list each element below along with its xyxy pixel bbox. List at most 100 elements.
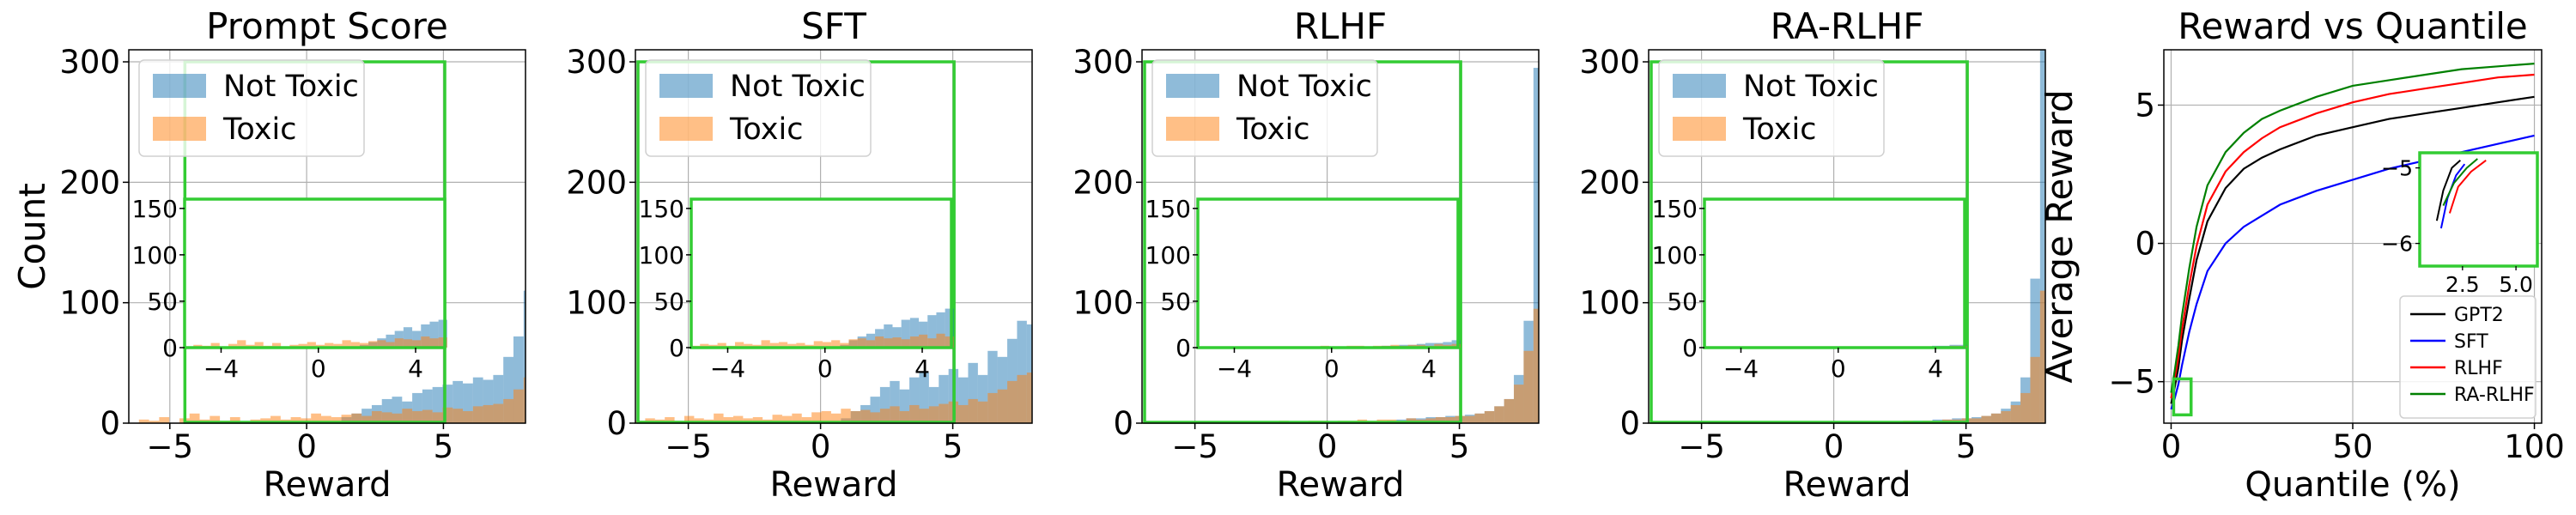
bar-toxic [1504,398,1515,423]
y-tick-label: 200 [1579,164,1640,201]
inset-bar-toxic [254,342,264,348]
inset-frame [2418,151,2539,268]
bar-toxic [402,409,413,423]
inset-y-tick-label: 50 [147,288,178,316]
bar-not-toxic [392,397,403,423]
bar-not-toxic [432,386,443,423]
inset: −4 0 4 0 50 100 150 [132,195,447,383]
x-axis-label: Quantile (%) [2245,465,2460,505]
inset: −4 0 4 0 50 100 150 [1145,195,1461,383]
inset-bar-not-toxic [386,334,395,348]
bar-toxic [860,409,871,423]
y-tick-label: 300 [1072,44,1133,81]
bar-toxic [1425,418,1436,423]
bar-not-toxic [442,385,453,423]
bar-toxic [149,421,160,423]
bar-not-toxic [2039,50,2045,423]
bar-not-toxic [493,374,504,423]
bar-toxic [870,412,880,423]
bar-toxic [1971,418,1982,423]
bar-not-toxic [513,336,524,423]
axes-frame [1648,49,2046,424]
bar-toxic [432,412,443,423]
bar-not-toxic [453,380,464,423]
x-axis-label: Reward [264,465,392,505]
inset-bar-toxic [744,343,753,348]
x-axis-label: Reward [770,465,898,505]
inset-frame [1196,197,1460,349]
inset-bar-not-toxic [927,315,937,348]
bar-toxic [2039,290,2045,423]
bar-toxic [939,403,949,423]
inset-bar-not-toxic [909,318,920,348]
legend-swatch-not-toxic [659,74,713,98]
inset-bar-toxic [778,342,788,348]
inset-background [2420,153,2537,266]
inset-bar-not-toxic [901,319,910,348]
y-tick-label: 100 [566,285,627,322]
bar-toxic [1514,385,1524,423]
bar-toxic [331,416,342,423]
y-tick-label: 0 [2135,226,2155,263]
bar-toxic [1465,415,1475,423]
bar-toxic [320,415,331,423]
inset-y-tick-label: 50 [653,288,684,316]
inset-y-tick-label: 100 [1652,241,1698,270]
legend-swatch-toxic [1673,117,1726,141]
inset-frame [183,197,447,349]
x-tick-label: 5 [1449,428,1470,465]
bar-not-toxic [422,389,433,423]
inset-x-tick-label: −4 [1723,354,1759,383]
bar-toxic [229,416,240,423]
bar-toxic [1406,418,1417,423]
bar-toxic [1026,373,1032,423]
inset-bar-toxic [429,338,439,348]
inset-series-line [2442,158,2478,207]
chart-title: SFT [801,5,866,47]
inset-bar-toxic [438,337,447,348]
inset-bar-toxic [307,342,316,348]
bar-toxic [968,398,978,423]
bar-not-toxic [2030,278,2040,423]
bar-not-toxic [899,389,910,423]
inset-bar-toxic [901,339,910,348]
legend: Not Toxic Toxic [138,59,365,157]
bar-toxic [483,404,494,423]
x-tick-label: −5 [147,428,194,465]
inset-y-tick-label: 0 [162,334,178,362]
legend-swatch-toxic [153,117,206,141]
series-line-ra-rlhf [2170,63,2535,393]
legend-label-not-toxic: Not Toxic [730,70,866,104]
y-tick-label: 200 [566,164,627,201]
inset-bar-not-toxic [936,312,945,348]
y-tick-label: 200 [59,164,120,201]
x-tick-label: 5 [943,428,963,465]
bar-not-toxic [977,374,988,423]
bar-toxic [2020,392,2031,423]
legend-label-not-toxic: Not Toxic [1236,70,1372,104]
inset-bar-toxic [394,338,404,348]
bar-toxic [2010,404,2021,423]
legend-swatch-toxic [659,117,713,141]
inset-frame [1703,197,1966,349]
inset-x-tick-label: 4 [914,354,930,383]
bar-toxic [899,410,910,423]
inset-x-tick-label: 0 [311,354,326,383]
y-tick-label: 5 [2135,87,2155,124]
x-tick-label: 0 [1317,428,1338,465]
inset-bar-toxic [945,336,954,348]
inset-bar-toxic [271,342,282,348]
bar-not-toxic [381,398,392,423]
inset-background [185,199,445,348]
bar-toxic [270,415,281,423]
x-tick-label: 50 [2332,428,2372,465]
inset-bar-toxic [325,342,334,348]
inset-bar-toxic [813,341,823,348]
inset-bar-toxic [377,340,386,348]
legend: GPT2 SFT RLHF RA-RLHF [2399,295,2537,419]
y-tick-label: 300 [1579,44,1640,81]
